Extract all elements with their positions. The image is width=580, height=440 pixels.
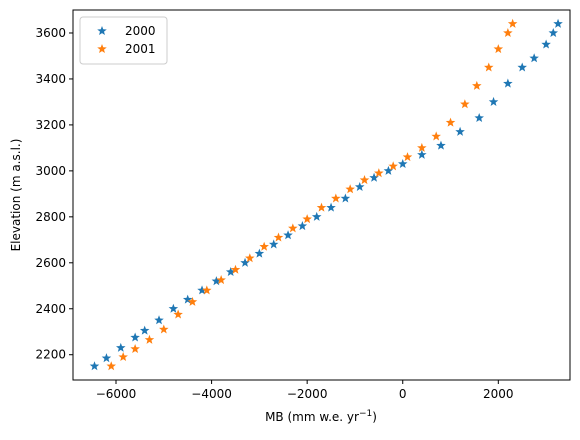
data-point [507, 18, 518, 28]
data-point [187, 296, 198, 306]
y-tick-label: 3200 [35, 118, 66, 132]
data-point [488, 96, 499, 106]
y-tick-label: 2600 [35, 256, 66, 270]
data-point [445, 117, 456, 127]
data-point [474, 113, 484, 123]
data-point [529, 53, 539, 63]
data-point [493, 44, 504, 54]
data-point [197, 285, 207, 295]
data-point [503, 78, 513, 88]
y-tick-label: 2800 [35, 210, 66, 224]
data-point [130, 343, 140, 354]
data-point [202, 285, 212, 295]
data-point [254, 248, 265, 258]
x-axis-ticks: −6000 −4000 −2000 0 2000 [96, 380, 514, 401]
legend: 2000 2001 [79, 16, 168, 65]
data-point [283, 230, 293, 240]
series-layer [89, 18, 563, 371]
data-point [273, 232, 284, 242]
data-point [369, 172, 379, 182]
legend-label-2001: 2001 [125, 42, 156, 56]
data-point [118, 352, 128, 362]
plot-area [73, 10, 570, 380]
data-point [553, 18, 563, 28]
y-tick-label: 3000 [35, 164, 66, 178]
data-point [345, 184, 355, 194]
data-point [397, 158, 408, 169]
data-point [297, 221, 308, 231]
x-tick-label: 0 [399, 387, 407, 401]
y-tick-label: 3400 [35, 72, 66, 86]
legend-label-2000: 2000 [125, 24, 156, 38]
data-point [316, 202, 327, 212]
y-tick-label: 2400 [35, 302, 66, 316]
data-point [216, 275, 226, 285]
data-point [116, 342, 126, 352]
x-tick-label: −6000 [96, 387, 137, 401]
legend-marker-2000 [97, 26, 107, 36]
data-point [326, 202, 336, 212]
data-point [302, 214, 312, 224]
data-point [354, 181, 365, 191]
y-tick-label: 2200 [35, 348, 66, 362]
data-point [159, 324, 169, 334]
legend-marker-2001 [97, 44, 107, 54]
data-point [388, 161, 398, 171]
x-tick-label: −4000 [191, 387, 232, 401]
data-point [340, 193, 351, 203]
y-axis-ticks: 2200 2400 2600 2800 3000 3200 3400 3600 [35, 26, 73, 362]
y-tick-label: 3600 [35, 26, 66, 40]
data-point [130, 332, 140, 342]
data-point [460, 99, 470, 109]
data-point [472, 80, 482, 90]
x-tick-label: −2000 [287, 387, 328, 401]
series-2000 [89, 18, 563, 371]
data-point [436, 140, 446, 150]
data-point [331, 193, 341, 203]
data-point [154, 315, 164, 325]
data-point [402, 152, 413, 162]
data-point [173, 309, 183, 319]
data-point [548, 27, 559, 38]
data-point [503, 27, 513, 38]
x-tick-label: 2000 [483, 387, 514, 401]
data-point [168, 303, 179, 313]
data-point [259, 241, 269, 251]
data-point [359, 175, 370, 185]
data-point [240, 257, 250, 267]
data-point [182, 294, 193, 304]
series-2001 [106, 18, 518, 371]
data-point [431, 131, 441, 141]
data-point [455, 126, 465, 136]
data-point [225, 266, 236, 277]
data-point [541, 39, 551, 49]
y-axis-label: Elevation (m a.s.l.) [9, 139, 23, 252]
data-point [374, 168, 384, 178]
data-point [211, 276, 222, 286]
data-point [89, 361, 100, 371]
data-point [484, 62, 494, 72]
data-point [383, 165, 394, 175]
data-point [144, 334, 155, 344]
data-point [417, 149, 427, 159]
data-point [417, 142, 427, 152]
data-point [268, 239, 279, 249]
data-point [245, 253, 255, 263]
plot-frame [72, 9, 571, 381]
data-point [139, 325, 150, 335]
data-point [230, 264, 241, 274]
data-point [106, 361, 116, 371]
data-point [517, 62, 527, 72]
data-point [101, 353, 112, 363]
x-axis-label: MB (mm w.e. yr−1) [265, 409, 377, 424]
data-point [288, 223, 298, 233]
data-point [311, 211, 322, 221]
